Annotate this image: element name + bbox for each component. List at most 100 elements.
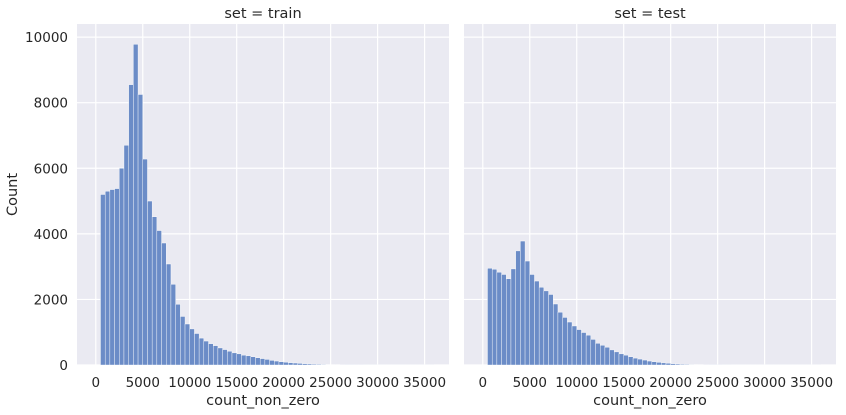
histogram-bar <box>100 194 106 366</box>
histogram-bar <box>306 363 313 366</box>
histogram-bar <box>651 361 657 366</box>
x-tick-label: 15000 <box>602 375 645 391</box>
histogram-bar <box>264 359 270 366</box>
y-tick-label: 0 <box>59 358 68 374</box>
x-tick-label: 20000 <box>649 375 692 391</box>
histogram-bar <box>292 362 298 366</box>
histogram-bar <box>656 362 662 366</box>
histogram-bar <box>142 158 148 366</box>
histogram-bar <box>538 287 545 366</box>
y-tick-label: 10000 <box>25 30 68 46</box>
histogram-bar <box>604 347 610 366</box>
histogram-bar <box>628 356 634 366</box>
histogram-bar <box>123 145 129 366</box>
histogram-bar <box>269 360 275 366</box>
histogram-bar <box>661 362 667 366</box>
histogram-bar <box>571 325 577 366</box>
histogram-bar <box>156 230 162 366</box>
histogram-bar <box>618 353 624 366</box>
histogram-bar <box>166 263 172 366</box>
histogram-bar <box>543 290 549 366</box>
histogram-bar <box>137 94 143 366</box>
histogram-bar <box>557 312 563 366</box>
histogram-bar <box>245 355 251 366</box>
x-tick-label: 5000 <box>513 375 547 391</box>
histogram-bar <box>180 316 186 366</box>
panel-title: set = train <box>224 6 301 22</box>
x-tick-label: 20000 <box>262 375 305 391</box>
histogram-bar <box>114 188 120 366</box>
histogram-bar <box>665 363 671 366</box>
x-tick-label: 25000 <box>696 375 739 391</box>
x-tick-label: 10000 <box>555 375 598 391</box>
histogram-bar <box>487 268 493 366</box>
histogram-bar <box>278 361 284 366</box>
histogram-bar <box>189 328 195 366</box>
histogram-bar <box>222 349 228 366</box>
histogram-bar <box>684 364 690 366</box>
histogram-bar <box>198 337 205 366</box>
histogram-bar <box>250 356 256 366</box>
histogram-bar <box>529 274 535 366</box>
histogram-bar <box>151 216 158 366</box>
histogram-bar <box>217 347 223 366</box>
y-tick-label: 8000 <box>34 96 68 112</box>
x-axis-label: count_non_zero <box>593 393 707 409</box>
x-tick-label: 0 <box>478 375 487 391</box>
y-tick-label: 4000 <box>34 227 68 243</box>
histogram-bar <box>501 274 507 366</box>
histogram-bar <box>637 358 643 366</box>
histogram-bar <box>203 340 209 366</box>
histogram-bar <box>302 363 308 366</box>
y-axis-label: Count <box>5 173 21 216</box>
histogram-bar <box>623 354 629 366</box>
histogram-bar <box>675 363 681 366</box>
y-tick-label: 6000 <box>34 161 68 177</box>
histogram-bar <box>646 360 653 366</box>
histogram-bar <box>104 191 111 366</box>
histogram-bar <box>147 200 153 366</box>
histogram-bar <box>311 363 317 366</box>
histogram-bar <box>679 364 685 366</box>
histogram-bar <box>236 353 242 366</box>
histogram-bar <box>109 189 115 366</box>
x-tick-label: 10000 <box>168 375 211 391</box>
histogram-bar <box>175 304 181 366</box>
histogram-bar <box>241 354 247 366</box>
x-tick-label: 35000 <box>790 375 833 391</box>
histogram-bar <box>283 362 289 366</box>
x-tick-label: 30000 <box>356 375 399 391</box>
histogram-bar <box>321 364 327 366</box>
histogram-bar <box>208 343 214 366</box>
histogram-bar <box>496 272 502 366</box>
histogram-bar <box>585 334 592 366</box>
histogram-bar <box>548 294 554 366</box>
histogram-bar <box>670 363 676 366</box>
histogram-bar <box>510 268 516 366</box>
histogram-bar <box>632 357 638 366</box>
panel-title: set = test <box>614 6 686 22</box>
histogram-bar <box>520 240 526 366</box>
x-tick-label: 30000 <box>743 375 786 391</box>
histogram-bar <box>170 284 176 366</box>
panel-train <box>77 24 449 366</box>
histogram-bar <box>515 250 521 366</box>
panel-test <box>464 24 836 366</box>
histogram-bar <box>576 329 582 366</box>
histogram-bar <box>161 242 167 366</box>
histogram-bar <box>595 343 601 366</box>
histogram-bar <box>590 339 596 366</box>
histogram-bar <box>213 345 219 366</box>
histogram-bar <box>255 357 261 366</box>
histogram-bar <box>609 349 615 366</box>
histogram-bar <box>128 84 134 366</box>
x-tick-label: 35000 <box>403 375 446 391</box>
histogram-bar <box>119 168 125 366</box>
histogram-bar <box>231 352 237 366</box>
histogram-bar <box>553 303 559 366</box>
histogram-bar <box>259 358 266 366</box>
histogram-bar <box>491 269 498 366</box>
histogram-bar <box>133 44 139 366</box>
histogram-bar <box>184 323 190 366</box>
